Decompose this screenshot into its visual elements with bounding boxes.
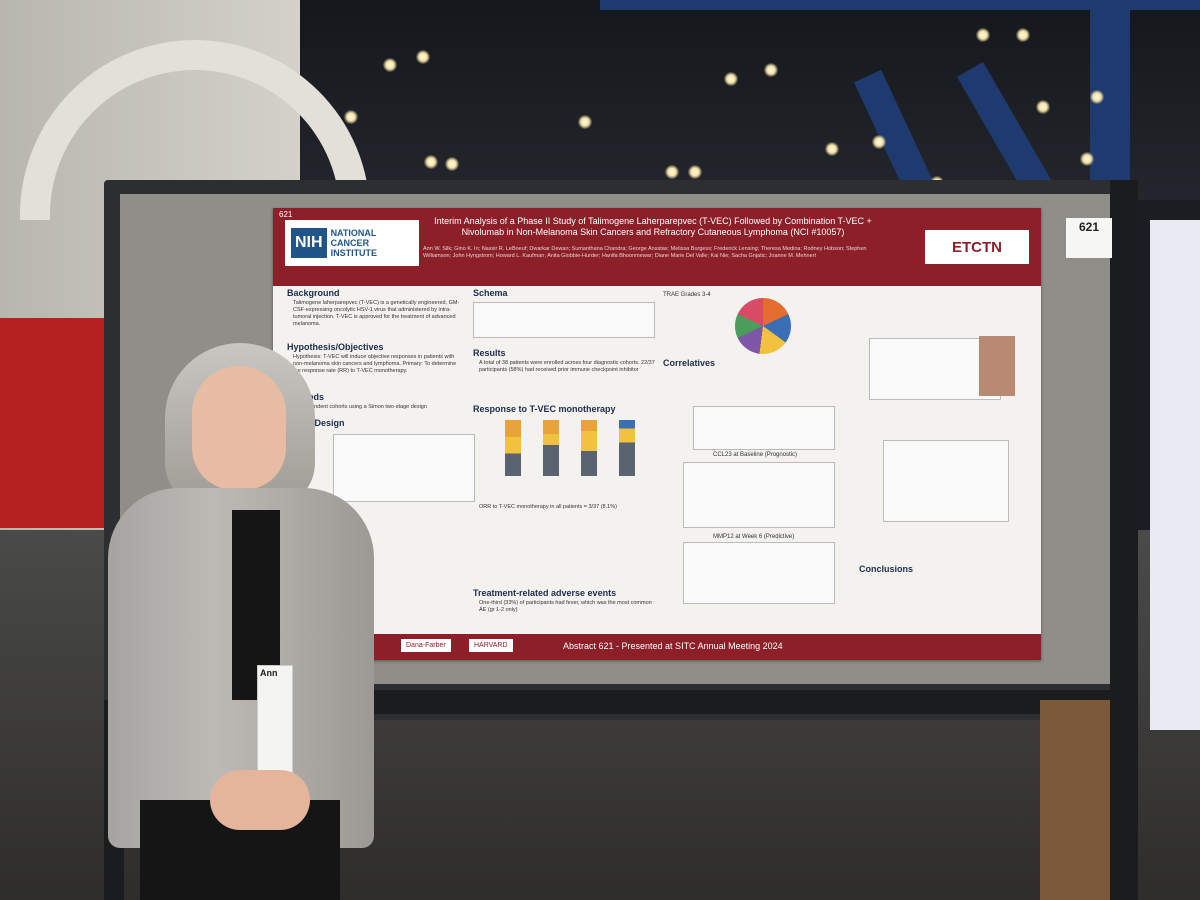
section-correlatives: Correlatives [663,358,716,368]
ceiling-light [416,50,430,64]
etctn-logo: ETCTN [952,238,1002,256]
orr-text: ORR to T-VEC monotherapy in all patients… [479,504,617,510]
ceiling-light [344,110,358,124]
mmp12-survival-plot [683,542,835,604]
ceiling-beam [600,0,1200,10]
methods-text: 4 independent cohorts using a Simon two-… [293,404,427,410]
section-results: Results [473,348,506,358]
trae-pie-chart [735,298,791,354]
ceiling-light [445,157,459,171]
poster-authors: Ann W. Silk; Gino K. In; Nassir R. LeBoe… [423,246,867,259]
ceiling-light [872,135,886,149]
ceiling-light [1080,152,1094,166]
trae-label: TRAE Grades 3-4 [663,292,711,298]
dana-farber-logo: Dana-Farber [401,639,451,652]
ceiling-light [724,72,738,86]
km-survival-plot [883,440,1009,522]
presenter-hands [210,770,310,830]
ceiling-light [665,165,679,179]
response-bar-4 [619,420,635,476]
poster-header: 621 NIH NATIONAL CANCER INSTITUTE Interi… [273,208,1041,286]
nih-logo: NIH [291,228,327,258]
section-hypothesis: Hypothesis/Objectives [287,342,384,352]
ceiling-light [1090,90,1104,104]
clinical-photo [979,336,1015,396]
study-design-diagram [333,434,475,502]
section-conclusions: Conclusions [859,564,914,574]
heatmap-figure [693,406,835,450]
ceiling-light [1036,100,1050,114]
poster-corner-number: 621 [279,210,293,219]
poster-title: Interim Analysis of a Phase II Study of … [434,216,872,237]
nih-institute-name: NATIONAL CANCER INSTITUTE [330,228,378,258]
footer-abstract-text: Abstract 621 - Presented at SITC Annual … [563,641,783,651]
ceiling-light [578,115,592,129]
board-leg [1110,180,1138,900]
board-number-tag: 621 [1066,218,1112,258]
section-background: Background [287,288,340,298]
response-bar-3 [581,420,597,476]
ceiling-light [383,58,397,72]
research-poster: 621 NIH NATIONAL CANCER INSTITUTE Interi… [273,208,1041,660]
etctn-logo-box: ETCTN [925,230,1029,264]
red-wall-panel [0,318,108,528]
nih-logo-box: NIH NATIONAL CANCER INSTITUTE [285,220,419,266]
board-number-text: 621 [1078,220,1100,234]
ceiling-light [976,28,990,42]
neighbor-poster [1150,220,1200,730]
section-study-design: Study Design [287,418,345,428]
response-bar-2 [543,420,559,476]
wooden-panel [1040,700,1110,900]
section-treatment-ae: Treatment-related adverse events [473,588,617,598]
ae-text: One-third (33%) of participants had feve… [479,600,652,613]
badge-name: Ann [260,668,278,678]
ceiling-beam [957,61,1053,199]
ceiling-light [764,63,778,77]
ceiling-light [825,142,839,156]
ccl23-label: CCL23 at Baseline (Prognostic) [713,452,798,458]
ceiling-light [1016,28,1030,42]
poster-footer: Dana-Farber HARVARD Abstract 621 - Prese… [273,634,1041,660]
hypothesis-text: Hypothesis: T-VEC will induce objective … [293,354,457,374]
mmp12-label: MMP12 at Week 6 (Predictive) [713,534,795,540]
schema-diagram [473,302,655,338]
name-badge: Ann [257,665,293,787]
section-schema: Schema [473,288,508,298]
response-bar-1 [505,420,521,476]
ceiling-light [688,165,702,179]
section-response: Response to T-VEC monotherapy [473,404,616,414]
ceiling-light [424,155,438,169]
board-bottom-rail [360,690,1120,714]
background-text: Talimogene laherparepvec (T-VEC) is a ge… [293,300,460,327]
harvard-logo: HARVARD [469,639,513,652]
ccl23-survival-plot [683,462,835,528]
results-text: A total of 38 patients were enrolled acr… [479,360,655,373]
presenter-face [192,366,286,490]
